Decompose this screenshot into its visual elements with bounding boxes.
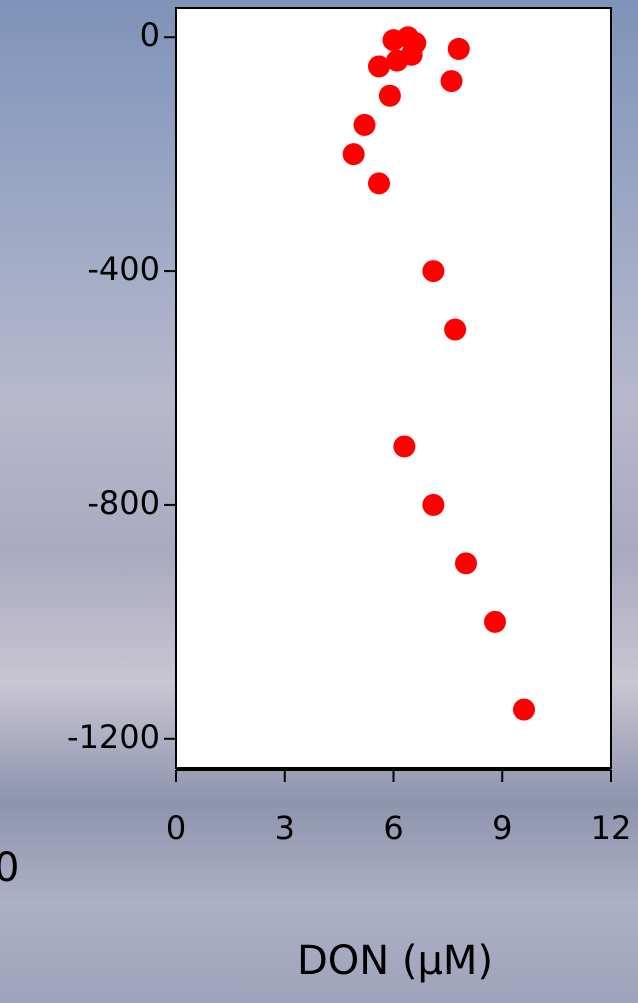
point — [393, 435, 416, 458]
x-tick-label: 12 — [591, 809, 632, 847]
plot-area — [175, 7, 612, 769]
y-tick-label: 0 — [140, 16, 160, 54]
point — [440, 70, 463, 93]
point — [422, 260, 445, 283]
x-tick-label: 0 — [166, 809, 186, 847]
x-tick-label: 3 — [275, 809, 295, 847]
y-tick-label: -800 — [87, 484, 160, 522]
x-axis-label: DON (μM) — [297, 938, 493, 984]
point — [353, 113, 376, 136]
point — [484, 610, 506, 633]
y-tick-label: -400 — [87, 250, 160, 288]
point — [444, 318, 467, 341]
point — [342, 143, 365, 166]
point — [368, 55, 390, 78]
point — [455, 552, 477, 575]
y-tick-label: -1200 — [67, 718, 160, 756]
point — [368, 172, 390, 195]
x-tick-label: 6 — [383, 809, 403, 847]
point — [447, 37, 470, 60]
annotation: 0 — [0, 845, 19, 891]
point — [386, 49, 409, 72]
x-tick-label: 9 — [492, 809, 512, 847]
point — [378, 84, 401, 107]
point — [513, 698, 535, 721]
point — [422, 493, 445, 516]
